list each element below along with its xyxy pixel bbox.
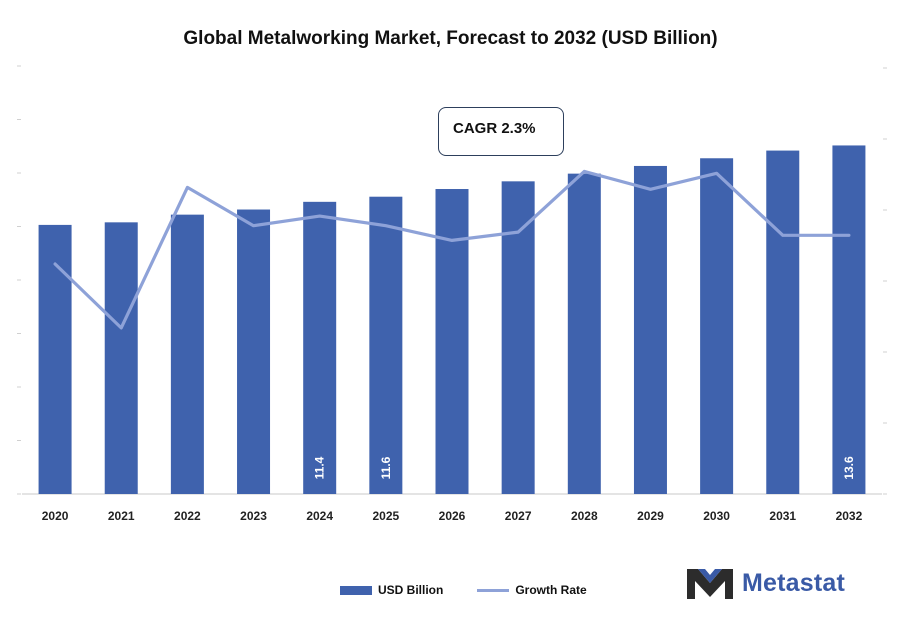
x-tick-2023: 2023: [240, 509, 267, 523]
legend-swatch-line: [477, 588, 510, 592]
cagr-text: CAGR 2.3%: [453, 120, 536, 137]
bar-2023: [237, 209, 271, 494]
bar-2030: [700, 158, 734, 494]
legend-item-usd-billion: USD Billion: [340, 583, 443, 597]
legend-label-usd-billion: USD Billion: [378, 583, 444, 597]
legend-label-growth-rate: Growth Rate: [515, 583, 587, 597]
cagr-callout: CAGR 2.3%: [438, 107, 564, 156]
bar-label-2024: 11.4: [313, 456, 327, 479]
x-tick-labels: 2020 2021 2022 2023 2024 2025 2026 2027 2028 2029…: [42, 509, 863, 523]
legend-item-growth-rate: Growth Rate: [477, 583, 587, 597]
x-tick-2025: 2025: [372, 509, 399, 523]
legend-swatch-bar: [340, 585, 372, 595]
bar-label-2032: 13.6: [842, 456, 856, 480]
x-tick-2021: 2021: [108, 509, 135, 523]
metastat-logo-mark-icon: [687, 569, 733, 599]
bar-2028: [567, 173, 601, 494]
growth-line-series: [53, 169, 851, 330]
bar-2026: [435, 189, 469, 495]
bar-2020: [38, 224, 72, 495]
bar-2022: [170, 214, 204, 494]
bar-2027: [501, 181, 535, 494]
bar-2025: [369, 196, 403, 494]
bar-2024: [303, 201, 337, 494]
x-tick-2032: 2032: [836, 509, 863, 523]
x-tick-2026: 2026: [439, 509, 466, 523]
x-tick-2024: 2024: [306, 509, 333, 523]
metastat-logo-text: Metastat: [742, 568, 846, 597]
bar-2031: [766, 150, 800, 495]
legend: USD Billion Growth Rate: [340, 583, 621, 597]
x-tick-2022: 2022: [174, 509, 201, 523]
x-tick-2030: 2030: [703, 509, 730, 523]
bar-label-2025: 11.6: [379, 456, 393, 479]
right-axis-ticks: [883, 67, 887, 495]
x-tick-2020: 2020: [42, 509, 69, 523]
left-axis-ticks: [17, 65, 21, 495]
bar-data-labels: 11.4 11.6 13.6: [313, 456, 856, 480]
x-tick-2029: 2029: [637, 509, 664, 523]
x-tick-2028: 2028: [571, 509, 598, 523]
x-tick-2027: 2027: [505, 509, 532, 523]
chart-title: Global Metalworking Market, Forecast to …: [183, 28, 718, 49]
x-tick-2031: 2031: [769, 509, 796, 523]
bar-2032: [832, 145, 866, 494]
bar-2029: [633, 165, 667, 495]
bar-2021: [104, 222, 138, 494]
metastat-logo: Metastat: [684, 564, 845, 602]
